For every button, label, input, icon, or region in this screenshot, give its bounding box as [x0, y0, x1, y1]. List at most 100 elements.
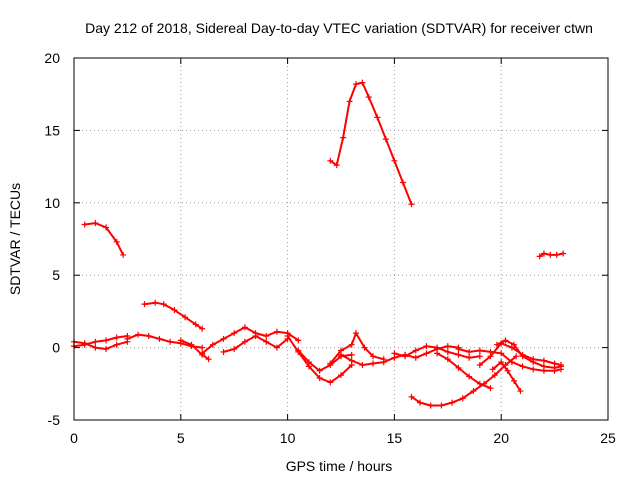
- data-point: [511, 341, 518, 348]
- data-point: [444, 348, 451, 355]
- data-point: [192, 321, 199, 328]
- data-point: [444, 343, 451, 350]
- data-point: [348, 341, 355, 348]
- data-point: [530, 366, 537, 373]
- data-point: [135, 331, 142, 338]
- data-point: [553, 251, 560, 258]
- series-arc-6: [177, 337, 212, 363]
- data-point: [182, 314, 189, 321]
- series-arc-17: [434, 350, 494, 392]
- data-point: [530, 359, 537, 366]
- x-axis-label: GPS time / hours: [286, 458, 393, 474]
- y-tick-label: -5: [48, 412, 61, 428]
- data-point: [295, 337, 302, 344]
- data-point: [502, 337, 509, 344]
- data-point: [152, 299, 159, 306]
- series-arc-21: [493, 337, 565, 371]
- data-point: [171, 306, 178, 313]
- x-tick-label: 0: [70, 430, 78, 446]
- x-tick-label: 10: [280, 430, 296, 446]
- data-point: [340, 134, 347, 141]
- data-point: [519, 363, 526, 370]
- data-point: [252, 333, 259, 340]
- data-series: [71, 79, 567, 409]
- grid: [74, 58, 608, 420]
- data-point: [348, 357, 355, 364]
- data-point: [540, 363, 547, 370]
- x-tick-label: 15: [387, 430, 403, 446]
- data-point: [120, 251, 127, 258]
- data-point: [408, 393, 415, 400]
- data-point: [391, 350, 398, 357]
- data-point: [380, 359, 387, 366]
- data-point: [547, 251, 554, 258]
- data-point: [273, 328, 280, 335]
- data-point: [263, 338, 270, 345]
- data-point: [295, 347, 302, 354]
- data-point: [489, 366, 496, 373]
- data-point: [427, 402, 434, 409]
- data-point: [476, 347, 483, 354]
- data-point: [145, 333, 152, 340]
- data-point: [402, 351, 409, 358]
- y-axis-label: SDTVAR / TECUs: [7, 183, 23, 295]
- y-tick-label: 15: [44, 122, 60, 138]
- data-point: [476, 353, 483, 360]
- data-point: [399, 179, 406, 186]
- axis-ticks: 0 5 10 15 20 25 -5 0 5 10 15 20: [44, 50, 616, 446]
- data-point: [517, 388, 524, 395]
- data-point: [455, 351, 462, 358]
- x-tick-label: 20: [493, 430, 509, 446]
- series-line: [329, 81, 413, 206]
- y-tick-label: 0: [52, 340, 60, 356]
- series-arc-12: [327, 330, 387, 367]
- data-point: [476, 380, 483, 387]
- data-point: [498, 359, 505, 366]
- data-point: [103, 224, 110, 231]
- data-point: [167, 338, 174, 345]
- chart-title: Day 212 of 2018, Sidereal Day-to-day VTE…: [85, 20, 593, 36]
- data-point: [113, 238, 120, 245]
- x-tick-label: 25: [600, 430, 616, 446]
- data-point: [141, 301, 148, 308]
- data-point: [536, 253, 543, 260]
- data-point: [92, 220, 99, 227]
- data-point: [491, 372, 498, 379]
- data-point: [412, 347, 419, 354]
- data-point: [103, 346, 110, 353]
- data-point: [103, 337, 110, 344]
- data-point: [209, 341, 216, 348]
- data-point: [493, 341, 500, 348]
- data-point: [519, 353, 526, 360]
- data-point: [540, 250, 547, 257]
- data-point: [438, 402, 445, 409]
- data-point: [551, 364, 558, 371]
- data-point: [540, 357, 547, 364]
- plot-frame: [73, 57, 609, 421]
- data-point: [444, 356, 451, 363]
- data-point: [284, 333, 291, 340]
- series-arc-1: [71, 333, 131, 350]
- data-point: [177, 337, 184, 344]
- data-point: [412, 354, 419, 361]
- series-line: [179, 339, 210, 361]
- data-point: [305, 359, 312, 366]
- data-point: [459, 395, 466, 402]
- data-point: [220, 348, 227, 355]
- data-point: [327, 360, 334, 367]
- data-point: [273, 344, 280, 351]
- data-point: [361, 344, 368, 351]
- data-point: [199, 325, 206, 332]
- data-point: [160, 301, 167, 308]
- data-point: [156, 335, 163, 342]
- data-point: [370, 360, 377, 367]
- series-arc-11: [327, 79, 415, 208]
- data-point: [455, 364, 462, 371]
- data-point: [220, 335, 227, 342]
- data-point: [391, 157, 398, 164]
- data-point: [417, 399, 424, 406]
- data-point: [231, 346, 238, 353]
- data-point: [113, 341, 120, 348]
- data-point: [124, 335, 131, 342]
